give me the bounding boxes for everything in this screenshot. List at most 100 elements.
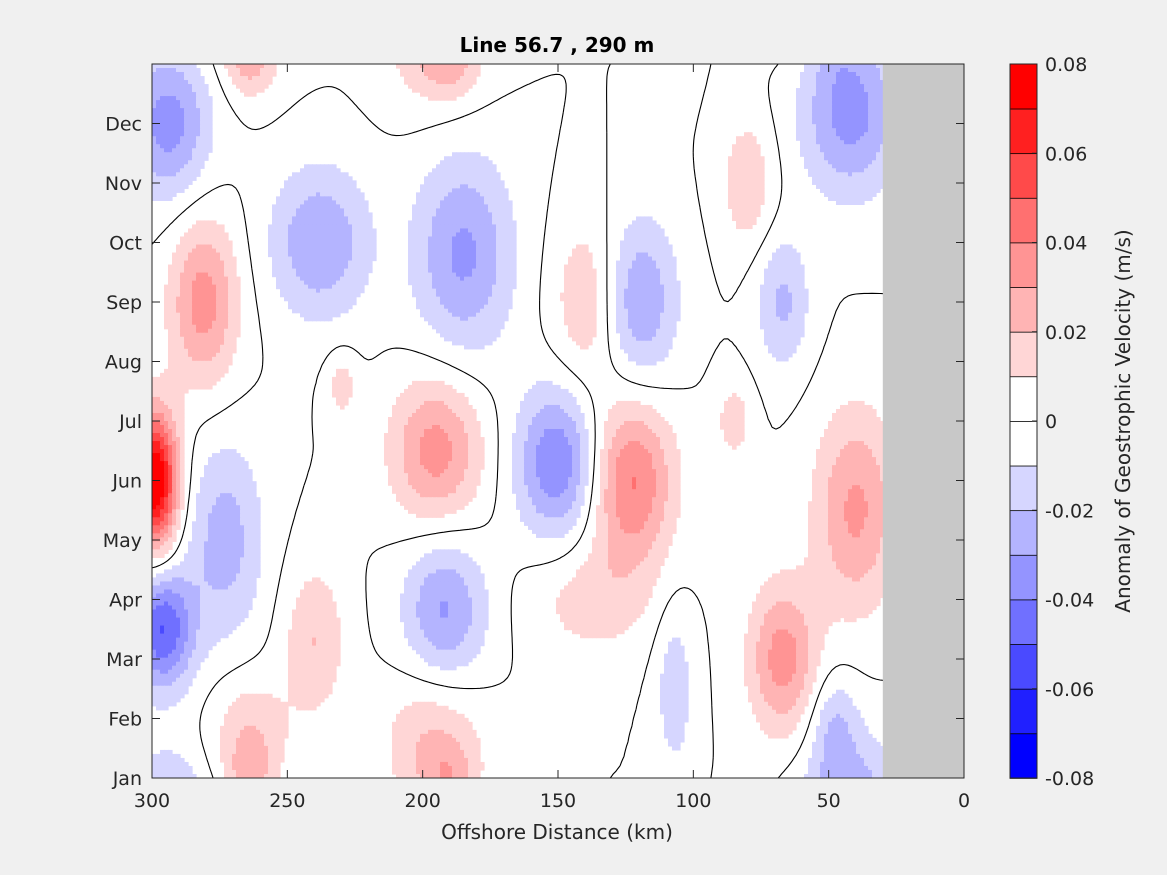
- heat-cell: [616, 272, 621, 278]
- heat-cell: [460, 304, 465, 310]
- heat-cell: [232, 80, 237, 85]
- heat-cell: [580, 312, 585, 318]
- heat-cell: [296, 228, 301, 234]
- heat-cell: [296, 256, 301, 262]
- heat-cell: [332, 188, 337, 193]
- heat-cell: [452, 268, 457, 274]
- heat-cell: [160, 196, 165, 201]
- heat-cell: [488, 292, 493, 298]
- heat-cell: [176, 272, 181, 278]
- heat-cell: [164, 152, 169, 157]
- heat-cell: [208, 324, 213, 330]
- heat-cell: [440, 276, 445, 282]
- heat-cell: [416, 292, 421, 298]
- heat-cell: [456, 208, 461, 214]
- heat-cell: [872, 108, 877, 113]
- heat-cell: [844, 176, 849, 181]
- heat-cell: [780, 268, 785, 274]
- heat-cell: [864, 136, 869, 141]
- heat-cell: [616, 260, 621, 266]
- heat-cell: [860, 192, 865, 197]
- heat-cell: [212, 292, 217, 298]
- heat-cell: [584, 344, 589, 350]
- heat-cell: [472, 160, 477, 165]
- heat-cell: [156, 152, 161, 157]
- heat-cell: [480, 284, 485, 290]
- heat-cell: [856, 112, 861, 117]
- heat-cell: [452, 272, 457, 278]
- heat-cell: [776, 272, 781, 278]
- heat-cell: [768, 276, 773, 282]
- heat-cell: [324, 192, 329, 197]
- heat-cell: [644, 216, 649, 222]
- heat-cell: [852, 180, 857, 185]
- heat-cell: [632, 288, 637, 294]
- heat-cell: [348, 216, 353, 222]
- heat-cell: [300, 224, 305, 230]
- heat-cell: [776, 312, 781, 318]
- heat-cell: [320, 272, 325, 278]
- heat-cell: [368, 236, 373, 242]
- heat-cell: [796, 264, 801, 270]
- heat-cell: [572, 300, 577, 306]
- heat-cell: [304, 288, 309, 294]
- heat-cell: [288, 220, 293, 226]
- heat-cell: [864, 124, 869, 129]
- heat-cell: [300, 300, 305, 306]
- heat-cell: [776, 260, 781, 266]
- heat-cell: [848, 144, 853, 149]
- heat-cell: [184, 136, 189, 141]
- heat-cell: [468, 336, 473, 342]
- heat-cell: [208, 332, 213, 338]
- heat-cell: [488, 300, 493, 306]
- heat-cell: [856, 92, 861, 97]
- heat-cell: [368, 252, 373, 258]
- heat-cell: [356, 292, 361, 298]
- heat-cell: [352, 244, 357, 250]
- heat-cell: [208, 244, 213, 250]
- heat-cell: [648, 300, 653, 306]
- heat-cell: [428, 224, 433, 230]
- heat-cell: [168, 100, 173, 105]
- heat-cell: [228, 360, 233, 366]
- heat-cell: [664, 284, 669, 290]
- heat-cell: [196, 312, 201, 318]
- heat-cell: [616, 312, 621, 318]
- heat-cell: [304, 228, 309, 234]
- heat-cell: [168, 136, 173, 141]
- heat-cell: [348, 200, 353, 205]
- heat-cell: [308, 256, 313, 262]
- heat-cell: [368, 228, 373, 234]
- heat-cell: [864, 156, 869, 161]
- heat-cell: [224, 272, 229, 278]
- heat-cell: [872, 176, 877, 181]
- heat-cell: [860, 64, 865, 69]
- heat-cell: [248, 92, 253, 97]
- heat-cell: [416, 300, 421, 306]
- heat-cell: [436, 208, 441, 214]
- heat-cell: [844, 96, 849, 101]
- heat-cell: [420, 188, 425, 193]
- heat-cell: [652, 228, 657, 234]
- heat-cell: [748, 208, 753, 214]
- heat-cell: [352, 184, 357, 189]
- heat-cell: [828, 76, 833, 81]
- heat-cell: [468, 76, 473, 81]
- heat-cell: [200, 284, 205, 290]
- heat-cell: [640, 224, 645, 230]
- heat-cell: [492, 296, 497, 302]
- heat-cell: [180, 124, 185, 129]
- heat-cell: [444, 228, 449, 234]
- heat-cell: [576, 324, 581, 330]
- heat-cell: [656, 352, 661, 358]
- heat-cell: [624, 228, 629, 234]
- heat-cell: [668, 284, 673, 290]
- heat-cell: [356, 228, 361, 234]
- heat-cell: [180, 292, 185, 298]
- heat-cell: [212, 280, 217, 286]
- heat-cell: [448, 204, 453, 209]
- heat-cell: [852, 184, 857, 189]
- heat-cell: [740, 220, 745, 226]
- heat-cell: [208, 124, 213, 129]
- heat-cell: [232, 268, 237, 274]
